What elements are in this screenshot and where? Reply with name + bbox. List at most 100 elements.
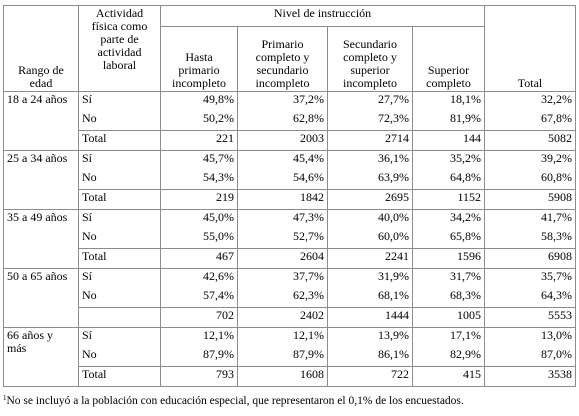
row-label <box>78 307 161 328</box>
body-row: Total 221 2003 2714 144 5082 <box>4 130 576 151</box>
age-group: 66 años y más <box>3 327 79 387</box>
cell: 55,0% <box>160 229 238 249</box>
cell: 2714 <box>327 130 413 151</box>
cell: 45,7% <box>160 150 238 170</box>
cell: 64,8% <box>412 170 485 190</box>
cell: 1444 <box>327 307 413 328</box>
cell: 42,6% <box>160 268 238 288</box>
row-label: Sí <box>78 91 161 111</box>
cell: 65,8% <box>412 229 485 249</box>
cell: 722 <box>327 366 413 387</box>
cell: 40,0% <box>327 209 413 229</box>
cell: 17,1% <box>412 327 485 347</box>
row-label: Sí <box>78 209 161 229</box>
header-row: Rango de edad Actividad física como parte… <box>3 5 576 92</box>
footnote: 1No se incluyó a la población con educac… <box>3 394 464 407</box>
cell: 13,0% <box>484 327 576 347</box>
body-row: No 50,2% 62,8% 72,3% 81,9% 67,8% <box>4 111 576 131</box>
cell: 1608 <box>237 366 328 387</box>
cell: 37,2% <box>237 91 328 111</box>
age-group: 50 a 65 años <box>3 268 79 328</box>
cell: 144 <box>412 130 485 151</box>
cell: 64,3% <box>484 288 576 308</box>
age-group: 25 a 34 años <box>3 150 79 210</box>
header-column: Primario completo y secundario incomplet… <box>237 26 328 92</box>
body-row: 702 2402 1444 1005 5553 <box>4 307 576 328</box>
cell: 87,9% <box>237 347 328 367</box>
cell: 62,8% <box>237 111 328 131</box>
cell: 1152 <box>412 189 485 210</box>
cell: 5082 <box>484 130 576 151</box>
cell: 31,7% <box>412 268 485 288</box>
cell: 18,1% <box>412 91 485 111</box>
cell: 2003 <box>237 130 328 151</box>
row-label: Sí <box>78 268 161 288</box>
cell: 35,7% <box>484 268 576 288</box>
body-row: 25 a 34 años Sí 45,7% 45,4% 36,1% 35,2% 39,2% <box>3 150 576 210</box>
cell: 68,1% <box>327 288 413 308</box>
header-age: Rango de edad <box>3 5 79 92</box>
cell: 52,7% <box>237 229 328 249</box>
cell: 2604 <box>237 248 328 269</box>
cell: 62,3% <box>237 288 328 308</box>
footnote-mark: 1 <box>3 394 7 402</box>
body-row: No 54,3% 54,6% 63,9% 64,8% 60,8% <box>4 170 576 190</box>
cell: 2402 <box>237 307 328 328</box>
age-group: 18 a 24 años <box>3 91 79 151</box>
cell: 63,9% <box>327 170 413 190</box>
cell: 5908 <box>484 189 576 210</box>
cell: 81,9% <box>412 111 485 131</box>
cell: 58,3% <box>484 229 576 249</box>
cell: 221 <box>160 130 238 151</box>
cell: 415 <box>412 366 485 387</box>
cell: 13,9% <box>327 327 413 347</box>
table-body: Rango de edad Actividad física como parte… <box>3 5 576 387</box>
cell: 793 <box>160 366 238 387</box>
row-label: Total <box>78 130 161 151</box>
row-label: No <box>78 288 161 308</box>
age-group: 35 a 49 años <box>3 209 79 269</box>
row-label: Sí <box>78 150 161 170</box>
cell: 1005 <box>412 307 485 328</box>
cell: 2241 <box>327 248 413 269</box>
cell: 1842 <box>237 189 328 210</box>
cell: 67,8% <box>484 111 576 131</box>
cell: 6908 <box>484 248 576 269</box>
body-row: 35 a 49 años Sí 45,0% 47,3% 40,0% 34,2% 41,7% <box>3 209 576 269</box>
cell: 37,7% <box>237 268 328 288</box>
cell: 60,8% <box>484 170 576 190</box>
cell: 87,9% <box>160 347 238 367</box>
cell: 27,7% <box>327 91 413 111</box>
footnote-text: No se incluyó a la población con educaci… <box>6 395 464 407</box>
cell: 5553 <box>484 307 576 328</box>
cell: 2695 <box>327 189 413 210</box>
data-table: Rango de edad Actividad física como parte… <box>3 5 576 387</box>
cell: 219 <box>160 189 238 210</box>
cell: 54,3% <box>160 170 238 190</box>
row-label: No <box>78 111 161 131</box>
cell: 50,2% <box>160 111 238 131</box>
body-row: 18 a 24 años Sí 49,8% 37,2% 27,7% 18,1% 32,2% <box>3 91 576 151</box>
body-row: No 87,9% 87,9% 86,1% 82,9% 87,0% <box>4 347 576 367</box>
row-label: No <box>78 170 161 190</box>
cell: 49,8% <box>160 91 238 111</box>
cell: 82,9% <box>412 347 485 367</box>
cell: 36,1% <box>327 150 413 170</box>
cell: 47,3% <box>237 209 328 229</box>
body-row: Total 467 2604 2241 1596 6908 <box>4 248 576 269</box>
cell: 1596 <box>412 248 485 269</box>
cell: 467 <box>160 248 238 269</box>
cell: 3538 <box>484 366 576 387</box>
row-label: No <box>78 229 161 249</box>
cell: 72,3% <box>327 111 413 131</box>
cell: 57,4% <box>160 288 238 308</box>
cell: 702 <box>160 307 238 328</box>
row-label: No <box>78 347 161 367</box>
cell: 87,0% <box>484 347 576 367</box>
body-row: 50 a 65 años Sí 42,6% 37,7% 31,9% 31,7% 35,7% <box>3 268 576 328</box>
cell: 45,4% <box>237 150 328 170</box>
cell: 39,2% <box>484 150 576 170</box>
header-activity: Actividad física como parte de actividad… <box>78 5 161 92</box>
cell: 41,7% <box>484 209 576 229</box>
